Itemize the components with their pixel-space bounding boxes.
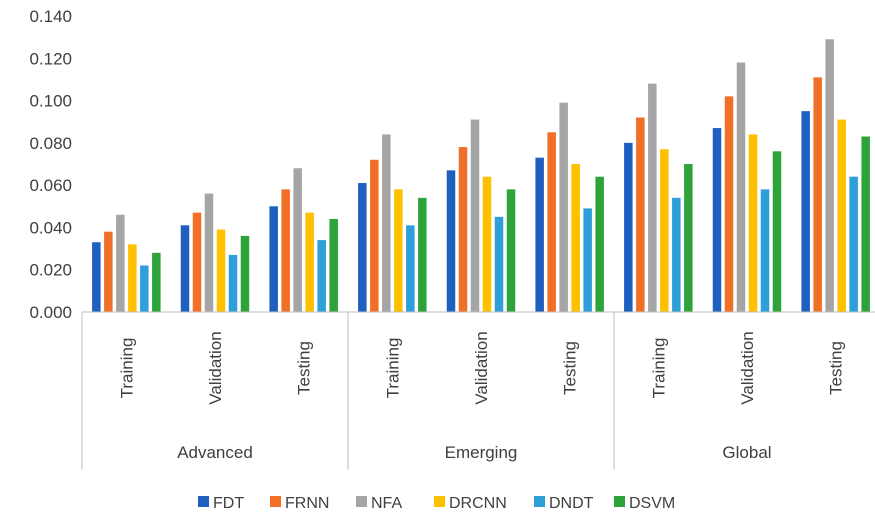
bar-drcnn xyxy=(128,244,137,312)
bar-dsvm xyxy=(861,136,870,312)
bar-drcnn xyxy=(482,176,492,312)
bar-dsvm xyxy=(240,235,250,312)
legend-swatch xyxy=(198,496,209,507)
y-tick-label: 0.140 xyxy=(29,7,72,26)
bar-dndt xyxy=(140,265,149,312)
y-tick-label: 0.120 xyxy=(29,49,72,68)
bar-dsvm xyxy=(684,164,693,312)
legend-label: NFA xyxy=(371,495,402,512)
group-label: Emerging xyxy=(445,443,518,462)
bar-fdt xyxy=(180,225,190,312)
category-label: Validation xyxy=(206,331,225,404)
bar-dsvm xyxy=(595,176,604,312)
legend-swatch xyxy=(270,496,281,507)
bar-dndt xyxy=(760,189,770,312)
bar-frnn xyxy=(458,147,468,312)
bar-nfa xyxy=(736,62,746,313)
bar-dsvm xyxy=(329,218,338,312)
bar-drcnn xyxy=(571,164,580,312)
bar-dndt xyxy=(672,197,681,312)
bar-dsvm xyxy=(152,252,161,312)
category-label: Testing xyxy=(827,341,846,395)
bar-frnn xyxy=(636,117,645,313)
bar-dndt xyxy=(228,254,238,312)
legend-swatch xyxy=(614,496,625,507)
bar-fdt xyxy=(624,142,633,312)
y-tick-label: 0.060 xyxy=(29,176,72,195)
bar-drcnn xyxy=(837,119,846,312)
bar-fdt xyxy=(801,111,810,312)
bar-drcnn xyxy=(660,149,669,312)
y-tick-label: 0.080 xyxy=(29,134,72,153)
bar-nfa xyxy=(648,83,657,312)
bar-dndt xyxy=(406,225,415,312)
bar-nfa xyxy=(116,214,125,312)
y-tick-label: 0.040 xyxy=(29,218,72,237)
bar-drcnn xyxy=(216,229,226,312)
bar-dndt xyxy=(317,240,326,312)
legend-label: DSVM xyxy=(629,495,675,512)
legend-swatch xyxy=(534,496,545,507)
bar-frnn xyxy=(724,96,734,312)
bar-drcnn xyxy=(748,134,758,312)
y-tick-label: 0.000 xyxy=(29,303,72,322)
category-label: Validation xyxy=(738,331,757,404)
bar-fdt xyxy=(535,157,544,312)
bar-frnn xyxy=(547,132,556,312)
bar-drcnn xyxy=(305,212,314,312)
legend-label: DNDT xyxy=(549,495,594,512)
bar-dsvm xyxy=(418,197,427,312)
category-label: Training xyxy=(649,338,668,399)
legend-label: DRCNN xyxy=(449,495,507,512)
legend-swatch xyxy=(356,496,367,507)
bar-dsvm xyxy=(506,189,516,312)
category-label: Testing xyxy=(561,341,580,395)
bar-drcnn xyxy=(394,189,403,312)
bar-dndt xyxy=(583,208,592,312)
legend-label: FRNN xyxy=(285,495,329,512)
bar-nfa xyxy=(293,168,302,312)
bar-nfa xyxy=(470,119,480,312)
bar-frnn xyxy=(281,189,290,312)
bar-frnn xyxy=(813,77,822,312)
y-tick-label: 0.100 xyxy=(29,92,72,111)
group-label: Advanced xyxy=(177,443,253,462)
bar-frnn xyxy=(370,159,379,312)
bar-fdt xyxy=(712,128,722,312)
category-label: Testing xyxy=(295,341,314,395)
bar-dsvm xyxy=(772,151,782,312)
bar-fdt xyxy=(269,206,278,312)
category-label: Validation xyxy=(472,331,491,404)
bar-nfa xyxy=(825,39,834,312)
bar-dndt xyxy=(849,176,858,312)
category-label: Training xyxy=(383,338,402,399)
bar-fdt xyxy=(358,183,367,312)
bar-nfa xyxy=(559,102,568,312)
bar-frnn xyxy=(192,212,202,312)
legend-label: FDT xyxy=(213,495,244,512)
bar-nfa xyxy=(382,134,391,312)
bar-fdt xyxy=(92,242,101,312)
category-label: Training xyxy=(117,338,136,399)
bar-nfa xyxy=(204,193,214,312)
legend-swatch xyxy=(434,496,445,507)
bar-frnn xyxy=(104,231,113,312)
y-tick-label: 0.020 xyxy=(29,261,72,280)
bar-fdt xyxy=(446,170,456,312)
bar-dndt xyxy=(494,216,504,312)
group-label: Global xyxy=(722,443,771,462)
